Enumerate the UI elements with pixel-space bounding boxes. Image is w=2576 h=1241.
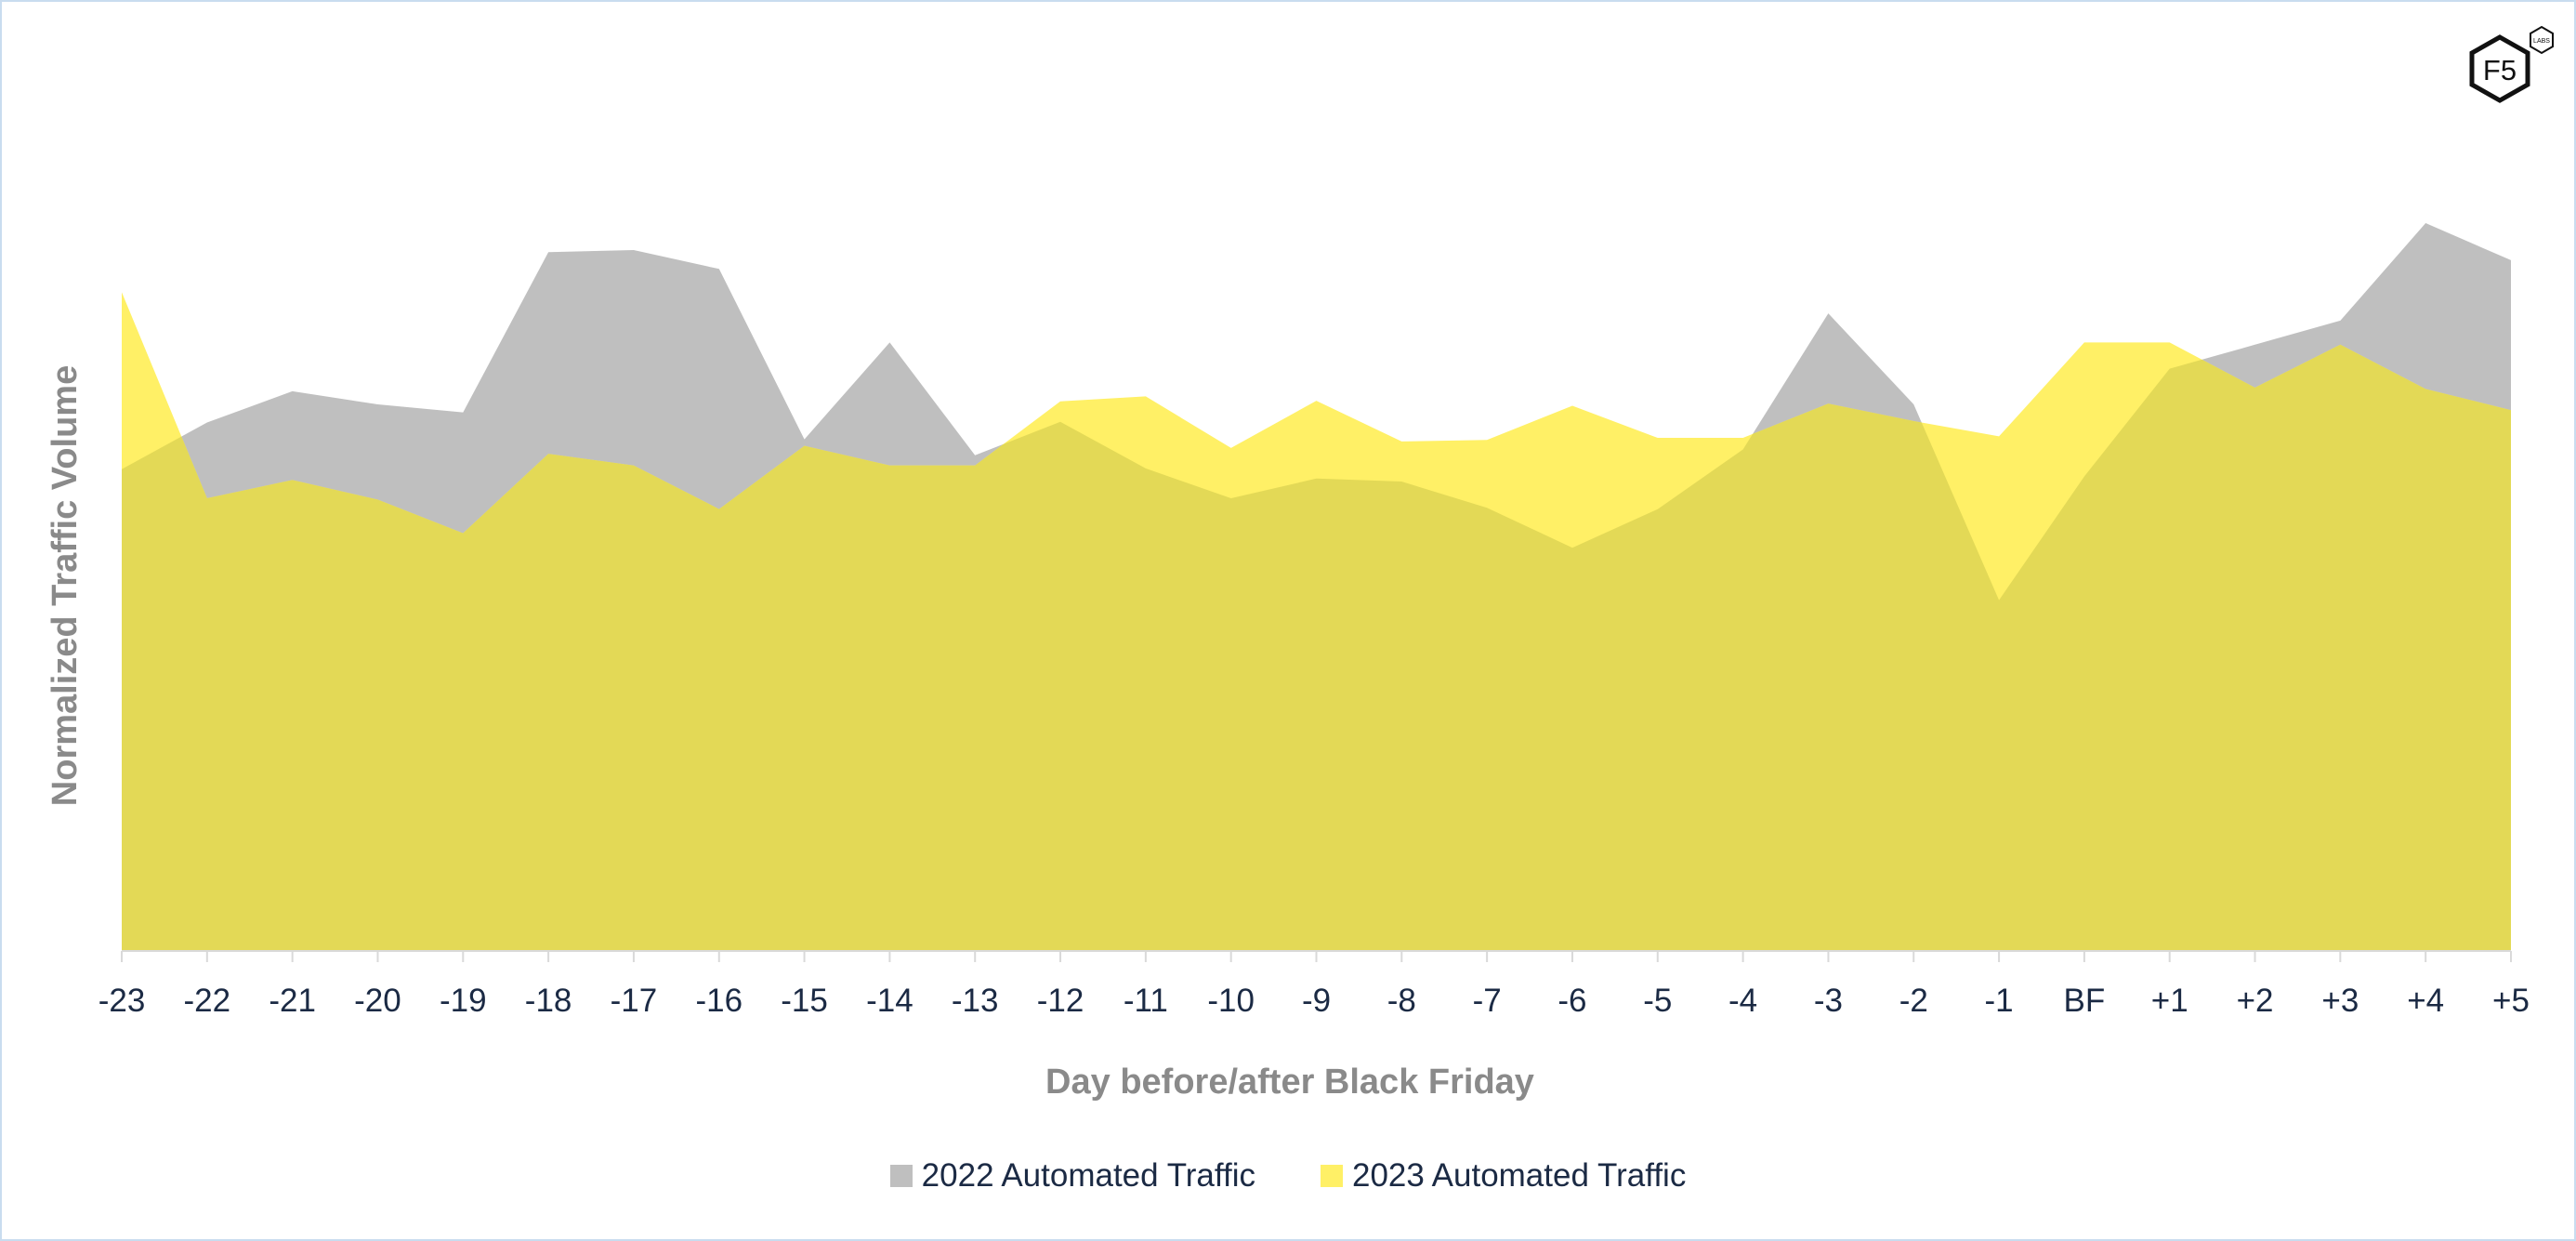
logo-badge-text: LABS (2533, 38, 2550, 45)
series-overlap-area (122, 292, 2511, 951)
x-tick-label: +4 (2407, 983, 2444, 1019)
x-tick-label: -2 (1899, 983, 1928, 1019)
chart-legend: 2022 Automated Traffic 2023 Automated Tr… (0, 1153, 2576, 1199)
logo-badge-hexagon-icon (2530, 25, 2554, 55)
logo-hexagon-icon (2469, 34, 2530, 103)
legend-swatch-2023 (1321, 1165, 1343, 1187)
f5-labs-logo: F5 LABS (2461, 24, 2563, 117)
x-tick-label: -11 (1124, 983, 1168, 1019)
x-tick-label: +2 (2237, 983, 2274, 1019)
x-tick-label: -17 (611, 983, 658, 1019)
x-tick-label: -15 (781, 983, 828, 1019)
x-tick-label: -19 (440, 983, 487, 1019)
legend-label-2023: 2023 Automated Traffic (1352, 1157, 1687, 1194)
x-axis-title: Day before/after Black Friday (1045, 1063, 1534, 1102)
logo-main-text: F5 (2483, 54, 2517, 86)
x-tick-label: -10 (1207, 983, 1255, 1019)
legend-swatch-2022 (889, 1165, 913, 1187)
x-tick-label: -1 (1985, 983, 2014, 1019)
x-tick-label: -18 (525, 983, 572, 1019)
x-tick-label: +5 (2492, 983, 2530, 1019)
x-tick-label: -7 (1473, 983, 1502, 1019)
x-axis: -23 -22 -21 -20 -19 -18 -17 -16 -15 -14 -13 -12 -11 -… (99, 950, 2530, 1019)
x-tick-label: +3 (2321, 983, 2359, 1019)
x-tick-label: -13 (952, 983, 999, 1019)
x-tick-label: -3 (1814, 983, 1843, 1019)
x-tick-label: -22 (184, 983, 231, 1019)
x-tick-label: -16 (695, 983, 743, 1019)
x-tick-label: -6 (1557, 983, 1586, 1019)
x-tick-label: -21 (269, 983, 316, 1019)
x-tick-label: BF (2064, 983, 2106, 1019)
x-tick-label: +1 (2151, 983, 2188, 1019)
chart-areas (122, 223, 2511, 951)
x-tick-label: -14 (866, 983, 913, 1019)
x-tick-label: -9 (1302, 983, 1331, 1019)
x-tick-label: -5 (1643, 983, 1672, 1019)
legend-label-2022: 2022 Automated Traffic (921, 1157, 1255, 1194)
x-tick-label: -12 (1037, 983, 1084, 1019)
x-tick-label: -20 (354, 983, 401, 1019)
x-tick-label: -4 (1728, 983, 1757, 1019)
legend-item-2022: 2022 Automated Traffic (889, 1157, 1255, 1195)
y-axis-title: Normalized Traffic Volume (46, 365, 85, 806)
x-tick-label: -8 (1387, 983, 1416, 1019)
x-tick-label: -23 (99, 983, 146, 1019)
legend-item-2023: 2023 Automated Traffic (1321, 1157, 1686, 1195)
